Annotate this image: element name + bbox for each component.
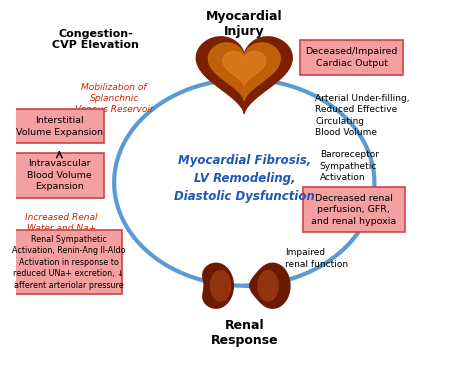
Text: Arterial Under-filling,
Reduced Effective
Circulating
Blood Volume: Arterial Under-filling, Reduced Effectiv…	[315, 94, 410, 137]
Text: Decreased renal
perfusion, GFR,
and renal hypoxia: Decreased renal perfusion, GFR, and rena…	[311, 194, 397, 226]
Text: Interstitial
Volume Expansion: Interstitial Volume Expansion	[16, 116, 103, 137]
Text: Renal Sympathetic
Activation, Renin-Ang II-Aldo
Activation in response to
reduce: Renal Sympathetic Activation, Renin-Ang …	[12, 235, 125, 289]
Text: Congestion-
CVP Elevation: Congestion- CVP Elevation	[53, 28, 139, 50]
Polygon shape	[223, 51, 266, 86]
Polygon shape	[209, 43, 280, 100]
Polygon shape	[250, 263, 290, 308]
Text: Mobilization of
Splanchnic
Venous Reservoir: Mobilization of Splanchnic Venous Reserv…	[75, 83, 154, 114]
Text: Impaired
renal function: Impaired renal function	[285, 248, 348, 269]
Polygon shape	[203, 263, 233, 308]
Polygon shape	[196, 37, 292, 114]
Polygon shape	[210, 270, 230, 301]
Polygon shape	[258, 270, 278, 301]
FancyBboxPatch shape	[15, 230, 122, 294]
Text: Myocardial Fibrosis,
LV Remodeling,
Diastolic Dysfunction: Myocardial Fibrosis, LV Remodeling, Dias…	[174, 154, 315, 203]
FancyBboxPatch shape	[15, 109, 104, 143]
Text: Deceased/Impaired
Cardiac Output: Deceased/Impaired Cardiac Output	[305, 47, 398, 68]
Text: Increased Renal
Water and Na+
Retention: Increased Renal Water and Na+ Retention	[26, 213, 98, 245]
FancyBboxPatch shape	[300, 41, 403, 75]
FancyBboxPatch shape	[302, 187, 405, 232]
Text: Baroreceptor
Sympathetic
Activation: Baroreceptor Sympathetic Activation	[319, 150, 379, 182]
Text: Renal
Response: Renal Response	[210, 319, 278, 347]
Text: Intravascular
Blood Volume
Expansion: Intravascular Blood Volume Expansion	[27, 159, 91, 191]
FancyBboxPatch shape	[15, 153, 104, 198]
Text: Myocardial
Injury: Myocardial Injury	[206, 11, 283, 38]
